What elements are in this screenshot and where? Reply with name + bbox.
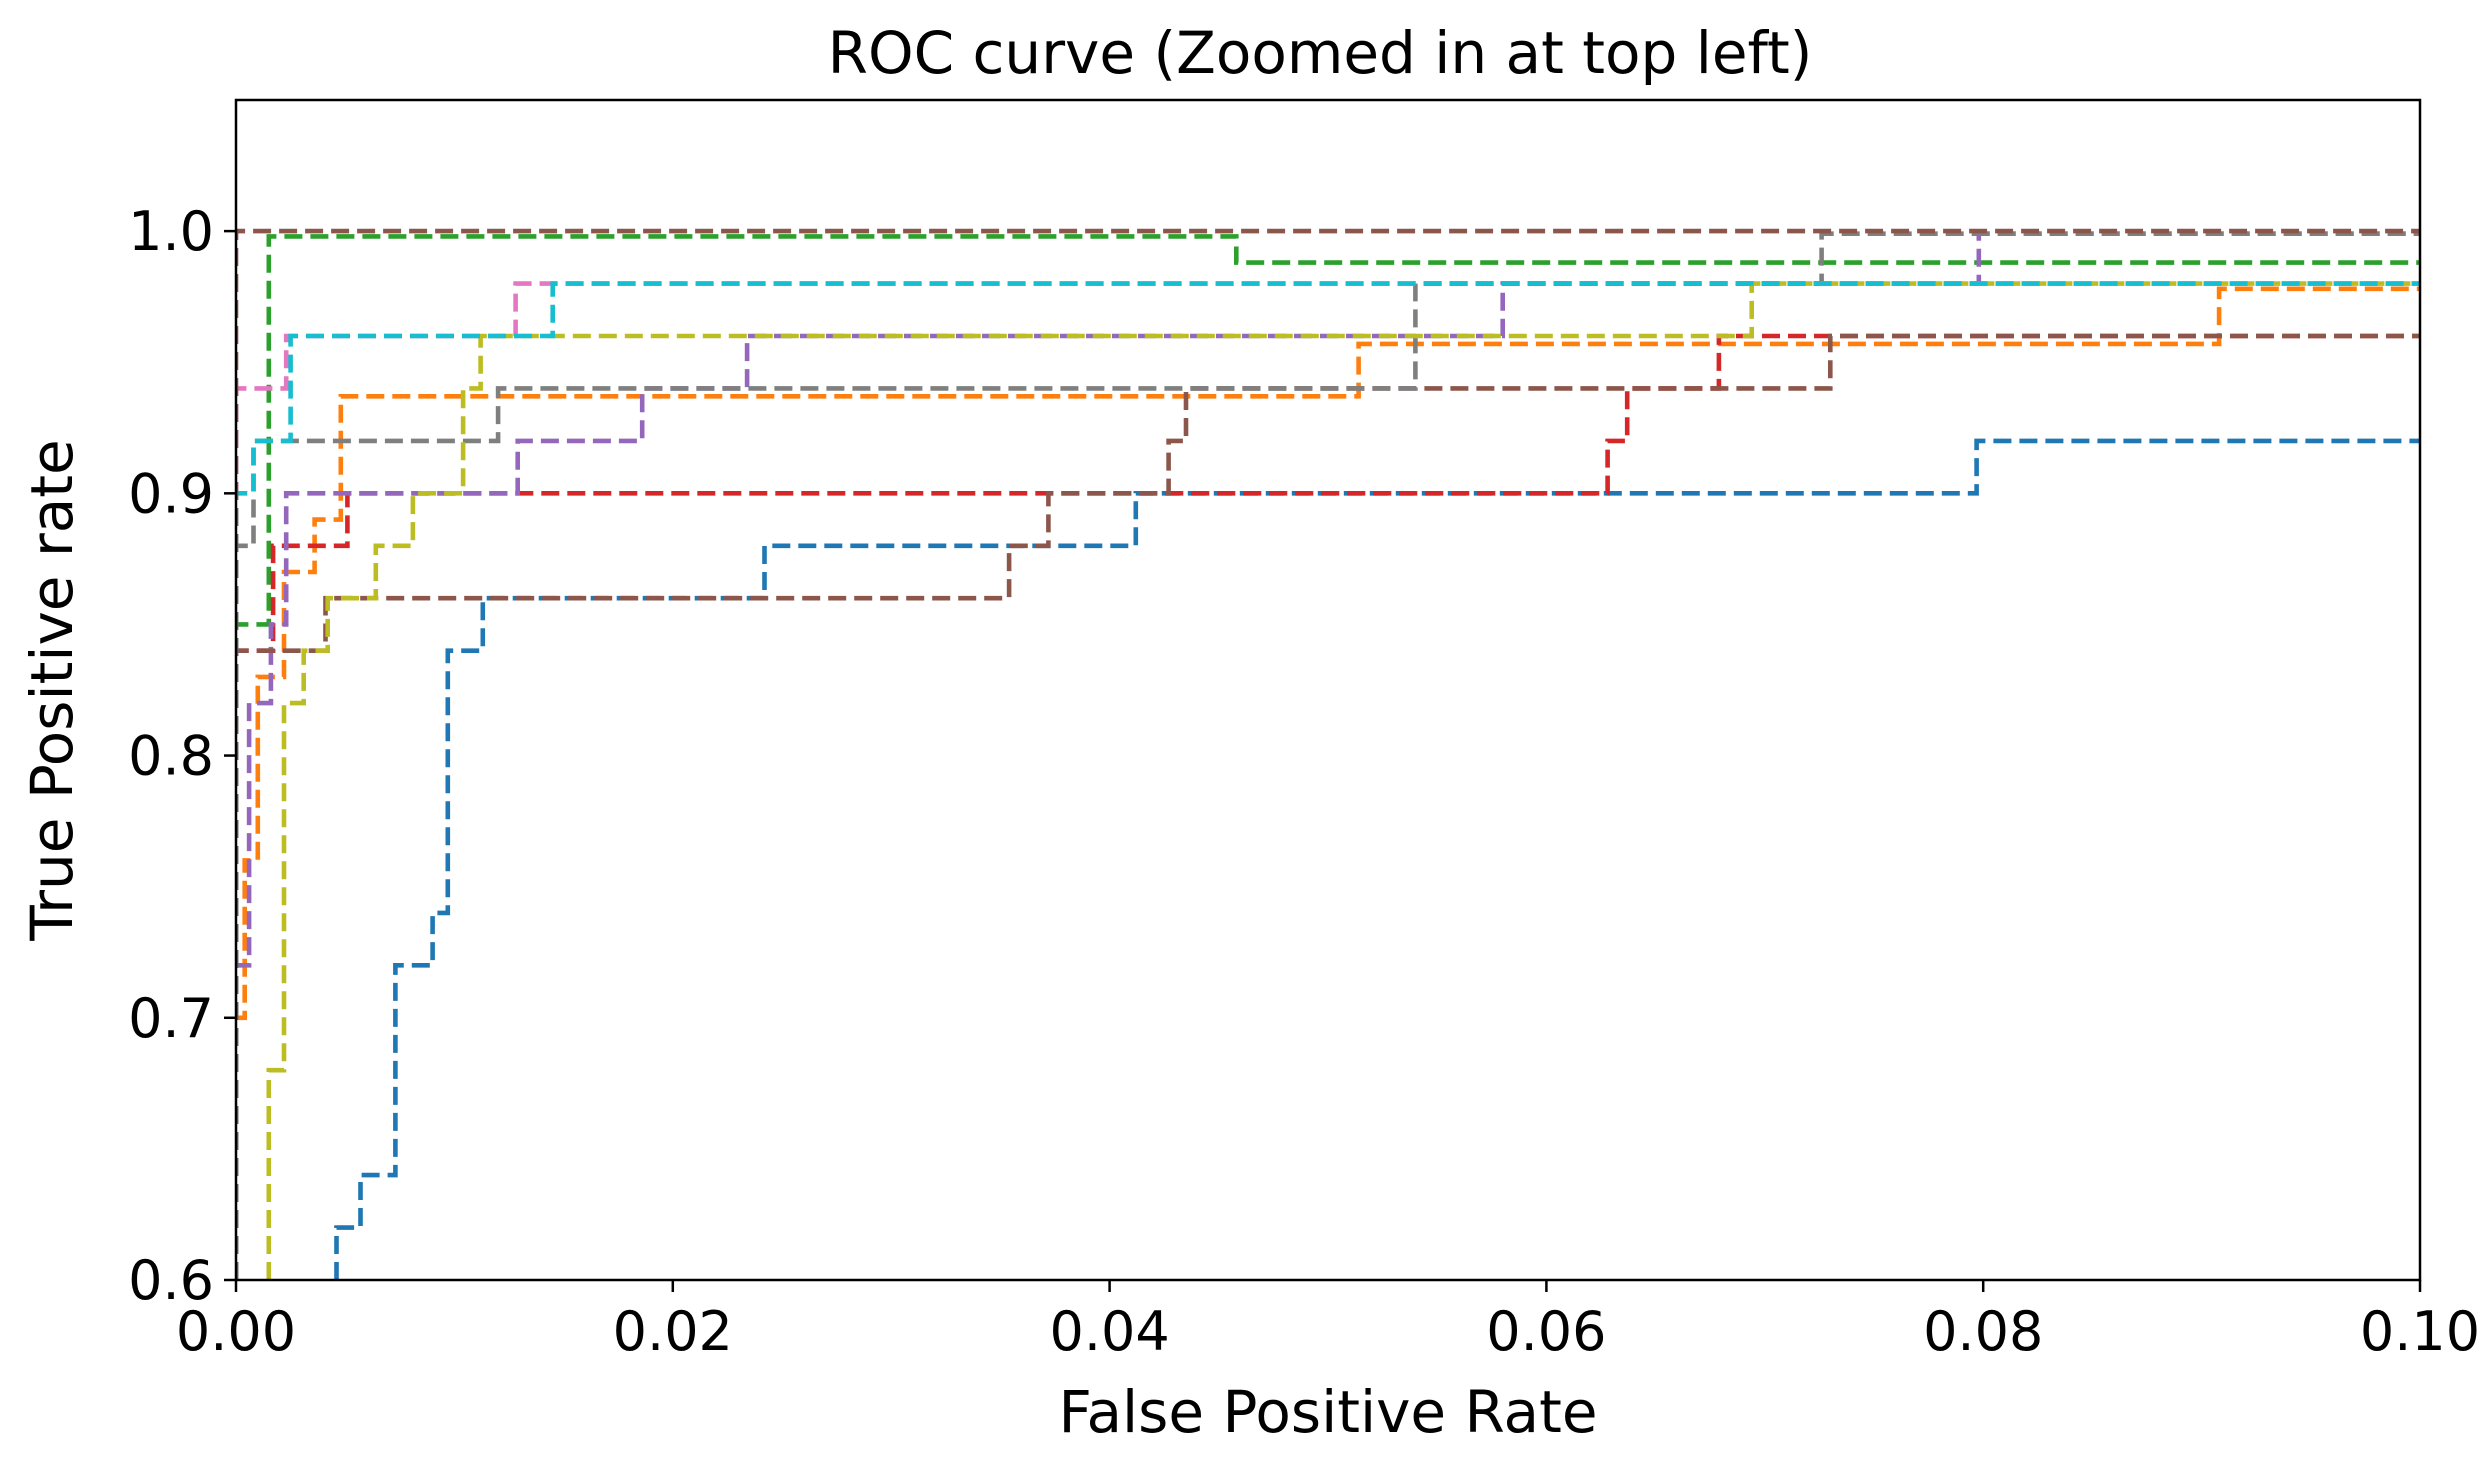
roc-series-class-0 [334,438,2420,1280]
chart-title: ROC curve (Zoomed in at top left) [828,19,1813,87]
y-tick-label: 0.7 [128,987,214,1050]
y-axis-label: True Positive rate [18,439,86,941]
x-axis-label: False Positive Rate [1058,1378,1597,1446]
roc-series-class-9 [236,281,2420,1280]
x-tick-label: 0.04 [1049,1300,1169,1363]
x-tick-label: 0.02 [613,1300,733,1363]
roc-series-class-3 [236,333,2420,1280]
roc-series-class-6 [236,281,2420,1280]
roc-series-class-5 [236,333,2420,1280]
roc-series-class-10 [236,228,2420,1280]
roc-series-class-1 [236,286,2420,1280]
series-layer [236,228,2420,1280]
y-axis: 0.6 0.7 0.8 0.9 1.0 [128,200,236,1312]
roc-series-class-7 [236,231,2420,1280]
axes-frame [234,98,2422,1282]
plot-area [236,228,2420,1280]
x-tick-label: 0.10 [2360,1300,2480,1363]
x-tick-label: 0.06 [1486,1300,1606,1363]
x-tick-label: 0.00 [176,1300,296,1363]
y-tick-label: 0.6 [128,1249,214,1312]
y-tick-label: 1.0 [128,200,214,263]
roc-series-class-2 [236,234,2420,1280]
x-tick-label: 0.08 [1923,1300,2043,1363]
y-tick-label: 0.9 [128,462,214,525]
x-axis: 0.00 0.02 0.04 0.06 0.08 0.10 [176,1280,2480,1363]
y-tick-label: 0.8 [128,725,214,788]
roc-series-class-8 [266,281,2420,1280]
